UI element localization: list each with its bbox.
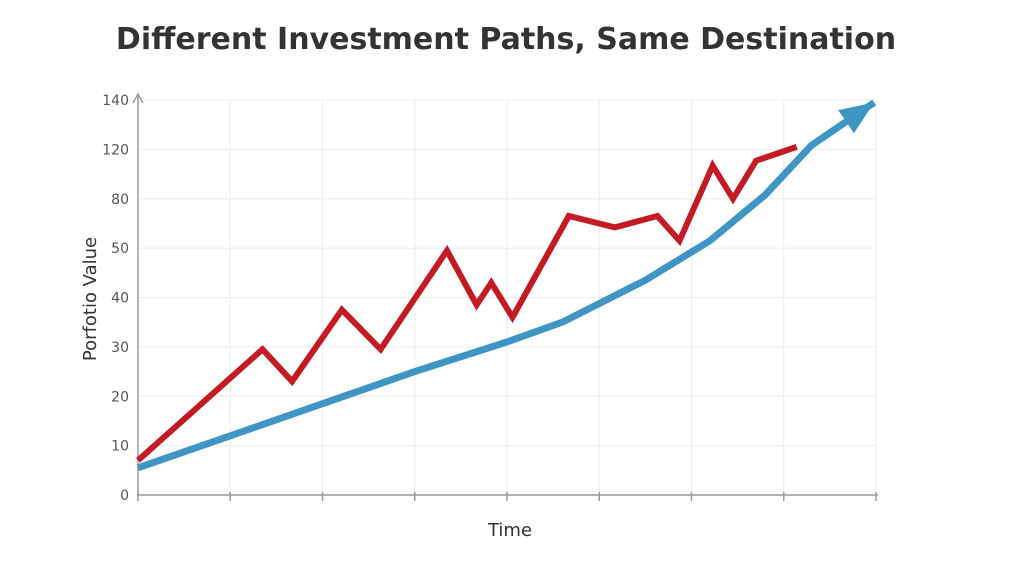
y-tick-labels: 0 10 20 30 40 50 80 120 140 bbox=[102, 93, 129, 504]
chart-title: Different Investment Paths, Same Destina… bbox=[116, 22, 896, 57]
y-tick-label: 120 bbox=[102, 142, 129, 158]
x-ticks bbox=[137, 492, 877, 501]
y-axis-label: Porfotio Value bbox=[80, 237, 101, 361]
series-line-steady bbox=[136, 99, 877, 472]
series-line-volatile bbox=[136, 144, 798, 463]
y-tick-label: 30 bbox=[111, 340, 129, 356]
y-tick-label: 140 bbox=[102, 93, 129, 109]
y-tick-label: 80 bbox=[111, 192, 129, 208]
x-axis-label: Time bbox=[487, 520, 532, 541]
y-tick-label: 10 bbox=[111, 439, 129, 455]
series bbox=[136, 99, 877, 472]
grid bbox=[138, 99, 877, 495]
axes bbox=[132, 92, 878, 496]
y-axis-arrow bbox=[132, 92, 144, 104]
y-tick-label: 20 bbox=[111, 389, 129, 405]
y-tick-label: 0 bbox=[120, 488, 129, 504]
y-tick-label: 50 bbox=[111, 241, 129, 257]
y-tick-label: 40 bbox=[111, 291, 129, 307]
series-arrowhead bbox=[838, 102, 875, 134]
